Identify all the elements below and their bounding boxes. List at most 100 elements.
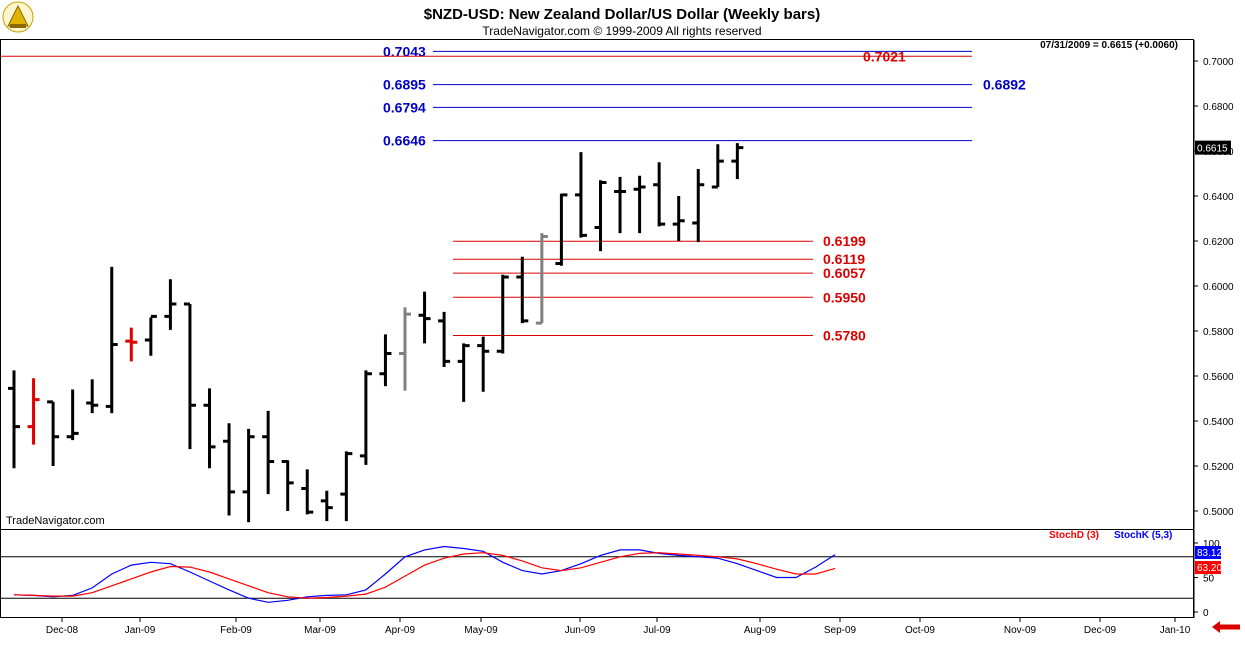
- ohlc-bar: [183, 302, 196, 450]
- ohlc-bar: [399, 307, 411, 391]
- last-price-label: 0.6615: [1197, 144, 1228, 155]
- last-price-box: [1195, 140, 1231, 155]
- stoch-tick-label: 100: [1203, 539, 1220, 550]
- ohlc-bar: [66, 389, 79, 441]
- stochd-legend: StochD (3): [1049, 530, 1099, 541]
- fib-level-label: 0.7043: [383, 43, 426, 59]
- ohlc-bars: [8, 143, 744, 523]
- stoch-series-line: [13, 545, 836, 603]
- time-axis: Dec-08 Jan-09 Feb-09 Mar-09 Apr-09 May-09 Jun-…: [46, 618, 1191, 636]
- ohlc-bar: [438, 311, 451, 367]
- time-tick-label: Apr-09: [385, 625, 415, 636]
- retracement-label: 0.5950: [823, 289, 866, 305]
- fibonacci-levels: 0.7043 0.7021 0.6895 0.6892 0.6794 0.6646 0.61…: [1, 43, 1026, 344]
- price-tick-label: 0.7000: [1203, 57, 1234, 68]
- ohlc-bar: [535, 233, 548, 325]
- ohlc-bar: [379, 334, 392, 387]
- price-tick-label: 0.5000: [1203, 507, 1234, 518]
- last-quote-label: 07/31/2009 = 0.6615 (+0.0060): [1040, 40, 1178, 51]
- ohlc-bar: [359, 370, 372, 465]
- ohlc-bar: [281, 460, 294, 511]
- stoch-tick-label: 0: [1203, 608, 1209, 619]
- copyright-text: TradeNavigator.com © 1999-2009 All right…: [482, 24, 761, 38]
- ohlc-bar: [496, 274, 509, 354]
- ohlc-bar: [731, 143, 744, 180]
- ohlc-bar: [711, 144, 724, 189]
- time-tick-label: Sep-09: [824, 625, 857, 636]
- ohlc-bar: [164, 279, 177, 330]
- ohlc-bar: [320, 490, 333, 522]
- retracement-label: 0.6057: [823, 265, 866, 281]
- ohlc-bar: [457, 343, 470, 402]
- time-tick-label: Jan-10: [1160, 625, 1191, 636]
- time-tick-label: Dec-08: [46, 625, 79, 636]
- retracement-label: 0.5780: [823, 328, 866, 344]
- ohlc-bar: [27, 378, 40, 445]
- time-tick-label: Jan-09: [125, 625, 156, 636]
- time-tick-label: Mar-09: [304, 625, 336, 636]
- ohlc-bar: [418, 291, 431, 344]
- last-price-marker: 0.6615: [1195, 140, 1231, 155]
- price-tick-label: 0.5200: [1203, 462, 1234, 473]
- stoch-panel-frame: [0, 529, 1194, 618]
- ohlc-bar: [633, 175, 646, 234]
- ohlc-bar: [555, 193, 568, 266]
- ohlc-bar: [594, 180, 607, 252]
- price-tick-label: 0.6200: [1203, 237, 1234, 248]
- stochastic-panel: [1, 545, 1193, 603]
- price-axis: 0.70000.68000.66000.64000.62000.60000.58…: [1194, 57, 1234, 518]
- stochd-value-label: 63.20: [1197, 563, 1222, 574]
- ohlc-bar: [614, 176, 627, 234]
- watermark: TradeNavigator.com: [6, 515, 105, 527]
- time-tick-label: Nov-09: [1004, 625, 1037, 636]
- ohlc-bar: [203, 388, 216, 469]
- time-tick-label: May-09: [464, 625, 498, 636]
- tradenavigator-logo-icon[interactable]: [2, 1, 34, 33]
- stochastic-axis: 100 50 0 83.12 63.20: [1194, 539, 1222, 619]
- price-tick-label: 0.5400: [1203, 417, 1234, 428]
- stochk-value-label: 83.12: [1197, 548, 1222, 559]
- price-tick-label: 0.6400: [1203, 192, 1234, 203]
- time-tick-label: Feb-09: [220, 625, 252, 636]
- retracement-label: 0.6119: [823, 251, 865, 267]
- stochk-legend: StochK (5,3): [1114, 530, 1172, 541]
- stoch-tick-label: 50: [1203, 574, 1215, 585]
- ohlc-bar: [477, 336, 490, 392]
- ohlc-bar: [516, 256, 529, 324]
- fib-level-label: 0.6794: [383, 99, 426, 115]
- time-tick-label: Oct-09: [905, 625, 935, 636]
- price-tick-label: 0.5600: [1203, 372, 1234, 383]
- fib-level-label: 0.6646: [383, 133, 426, 149]
- ohlc-bar: [223, 423, 236, 516]
- ohlc-bar: [242, 428, 255, 523]
- stochastic-legend: StochD (3) StochK (5,3): [1049, 530, 1172, 541]
- price-tick-label: 0.6800: [1203, 102, 1234, 113]
- ohlc-bar: [125, 327, 138, 362]
- fib-level-label: 0.6892: [983, 77, 1026, 93]
- scroll-left-arrow-icon[interactable]: [1212, 621, 1240, 633]
- price-tick-label: 0.6000: [1203, 282, 1234, 293]
- ohlc-bar: [653, 162, 666, 227]
- ohlc-bar: [105, 266, 118, 414]
- price-panel-frame: [0, 39, 1194, 530]
- ohlc-bar: [672, 196, 685, 241]
- stochk-value-box: [1195, 546, 1221, 559]
- ohlc-bar: [301, 469, 314, 515]
- stoch-series-line: [13, 552, 836, 599]
- fib-level-label: 0.6895: [383, 77, 426, 93]
- fib-level-label: 0.7021: [863, 48, 906, 64]
- ohlc-bar: [86, 379, 99, 414]
- time-tick-label: Jul-09: [643, 625, 671, 636]
- ohlc-bar: [574, 152, 587, 238]
- retracement-label: 0.6199: [823, 233, 866, 249]
- time-tick-label: Aug-09: [744, 625, 777, 636]
- ohlc-bar: [692, 169, 705, 243]
- price-tick-label: 0.5800: [1203, 327, 1234, 338]
- ohlc-bar: [144, 314, 157, 356]
- time-tick-label: Dec-09: [1084, 625, 1117, 636]
- ohlc-bar: [47, 400, 60, 466]
- stochd-value-box: [1195, 561, 1221, 574]
- chart-title: $NZD-USD: New Zealand Dollar/US Dollar (…: [424, 6, 820, 23]
